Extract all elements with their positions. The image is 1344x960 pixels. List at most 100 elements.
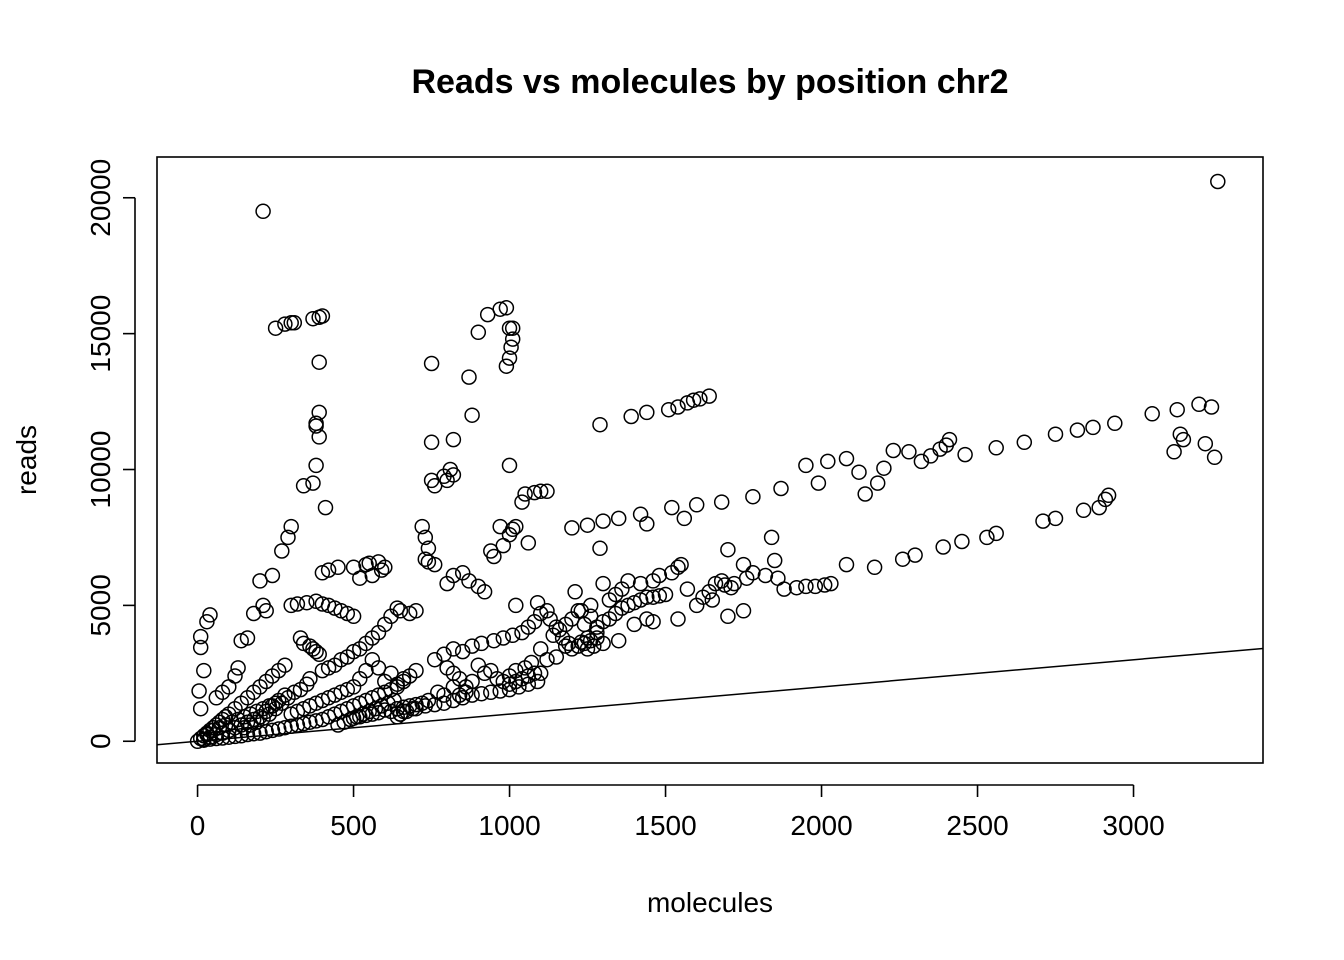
data-point [526, 484, 543, 501]
data-point [302, 714, 318, 730]
data-point [370, 704, 387, 721]
data-point [1100, 487, 1117, 504]
data-point [670, 611, 686, 627]
data-point [486, 632, 502, 649]
data-point [623, 408, 639, 425]
data-point [1035, 513, 1051, 529]
data-point [1172, 426, 1189, 442]
data-point [1085, 419, 1101, 436]
data-point [545, 627, 561, 644]
data-point [277, 719, 293, 736]
data-point [191, 683, 207, 699]
data-point [592, 540, 608, 557]
data-point [851, 464, 867, 480]
data-point [610, 632, 627, 649]
data-point [464, 407, 480, 423]
data-point [508, 518, 524, 535]
data-point [414, 518, 430, 535]
x-tick-label: 0 [190, 810, 206, 841]
data-point [286, 315, 303, 331]
y-axis-label: reads [11, 425, 42, 495]
data-point [258, 603, 274, 619]
data-point [461, 369, 477, 385]
data-point [464, 673, 480, 690]
data-point [417, 529, 434, 546]
data-point [657, 586, 674, 603]
data-point [377, 559, 393, 576]
data-point [1075, 502, 1092, 519]
data-point [311, 354, 327, 370]
data-point [264, 722, 281, 739]
data-point [810, 475, 827, 491]
data-point [208, 690, 225, 706]
data-point [439, 660, 455, 676]
data-point [807, 578, 824, 595]
data-point [595, 575, 611, 592]
data-point [501, 350, 518, 366]
data-point [423, 434, 440, 451]
data-point [1210, 173, 1226, 190]
data-point [763, 529, 780, 546]
data-point [713, 494, 730, 510]
data-point [1069, 422, 1086, 438]
data-point [735, 603, 752, 619]
data-point [252, 725, 268, 741]
data-point [913, 453, 930, 470]
data-point [601, 592, 618, 608]
data-point [305, 310, 321, 327]
data-point [292, 630, 309, 646]
data-point [901, 444, 917, 460]
plot-frame [156, 156, 1264, 764]
data-point [258, 723, 274, 740]
x-tick-label: 1500 [634, 810, 696, 841]
data-point [445, 692, 462, 709]
data-point [557, 638, 574, 654]
y-tick-label: 15000 [85, 295, 116, 373]
data-point [1191, 396, 1207, 413]
data-point [199, 613, 215, 630]
data-point [1166, 444, 1182, 460]
y-tick-label: 0 [85, 733, 116, 749]
data-point [539, 603, 555, 619]
data-point [520, 676, 537, 692]
x-tick-label: 500 [330, 810, 377, 841]
data-point [670, 559, 686, 576]
data-point [504, 521, 521, 538]
data-point [492, 683, 508, 699]
data-point [239, 726, 256, 743]
data-point [426, 651, 443, 668]
data-point [564, 520, 580, 536]
data-point [280, 529, 296, 546]
data-point [798, 578, 814, 595]
data-point [464, 687, 480, 703]
chart-title: Reads vs molecules by position chr2 [411, 63, 1008, 101]
data-point [645, 573, 661, 589]
data-point [196, 662, 212, 679]
data-point [445, 567, 462, 584]
data-point [245, 725, 262, 742]
data-point [529, 673, 546, 690]
data-point [508, 597, 524, 614]
data-point [838, 556, 855, 573]
data-point [664, 565, 680, 581]
data-point [869, 475, 886, 491]
data-point [308, 713, 324, 729]
data-point [227, 668, 243, 684]
data-point [345, 559, 362, 576]
x-tick-label: 1000 [478, 810, 540, 841]
data-point [639, 404, 655, 421]
data-point [501, 457, 518, 474]
reference-line [156, 647, 1264, 746]
data-point [202, 607, 218, 623]
data-point [726, 575, 742, 592]
data-point [720, 541, 736, 558]
data-point [529, 594, 546, 611]
data-point [192, 628, 209, 645]
data-point [277, 657, 293, 673]
data-point [464, 638, 480, 654]
data-point [501, 681, 518, 698]
data-point [473, 685, 490, 702]
data-point [277, 687, 293, 703]
data-point [299, 594, 315, 611]
data-point [632, 575, 649, 592]
